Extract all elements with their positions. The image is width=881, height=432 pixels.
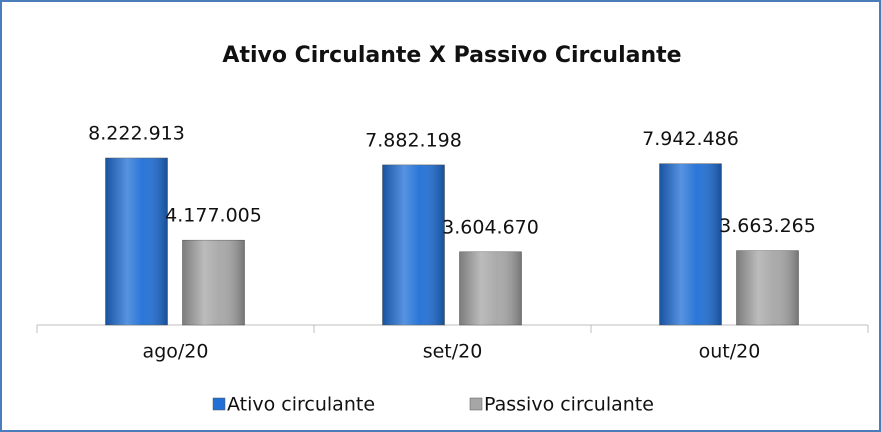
data-label: 8.222.913 — [88, 123, 185, 145]
bar-shine — [105, 158, 168, 325]
legend-swatch — [469, 397, 483, 411]
data-label: 3.663.265 — [719, 215, 816, 237]
bar-shine — [736, 250, 799, 325]
x-tick-label: ago/20 — [143, 341, 209, 363]
legend-label: Ativo circulante — [227, 394, 375, 416]
data-label: 7.882.198 — [365, 129, 462, 151]
bar-shine — [182, 240, 245, 325]
bar-shine — [382, 164, 445, 325]
x-tick-label: set/20 — [423, 341, 483, 363]
legend-swatch — [212, 397, 226, 411]
data-label: 3.604.670 — [442, 216, 539, 238]
chart-title: Ativo Circulante X Passivo Circulante — [222, 43, 681, 68]
data-label: 7.942.486 — [642, 128, 739, 150]
bar-shine — [659, 163, 722, 325]
legend-label: Passivo circulante — [484, 394, 654, 416]
x-tick-label: out/20 — [699, 341, 761, 363]
bar-shine — [459, 251, 522, 325]
data-label: 4.177.005 — [165, 205, 262, 227]
